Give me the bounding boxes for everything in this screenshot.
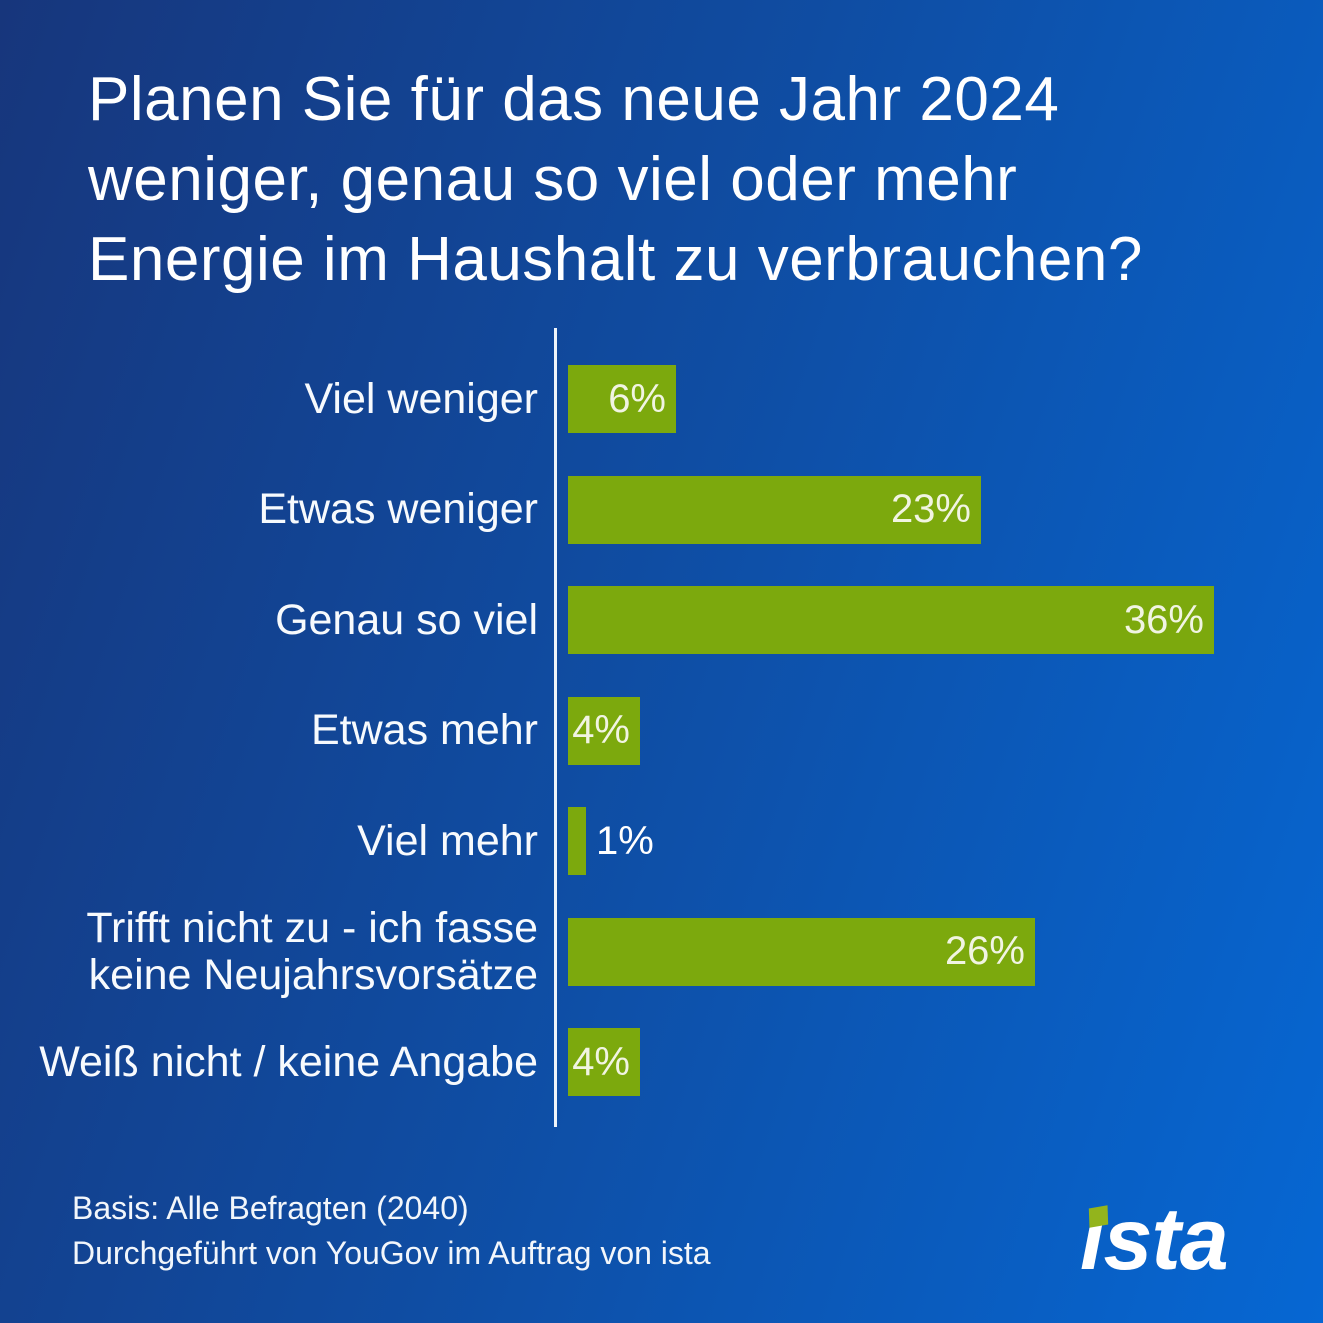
bar-track: 4% (568, 1028, 640, 1097)
value-label: 6% (608, 376, 666, 421)
ista-logo: ısta (1080, 1193, 1290, 1303)
value-label: 1% (596, 818, 654, 863)
value-label: 4% (572, 708, 630, 753)
chart-rows: Viel weniger 6% Etwas weniger 23% Genau so v… (0, 344, 1323, 1118)
chart-row: Etwas mehr 4% (0, 676, 1323, 787)
bar-track: 6% (568, 365, 676, 434)
category-label: Genau so viel (275, 595, 538, 644)
value-label: 23% (890, 487, 971, 532)
bar-track: 4% (568, 696, 640, 765)
category-label: Viel weniger (304, 374, 538, 423)
bar: 4% (568, 696, 640, 765)
chart-row: Viel weniger 6% (0, 344, 1323, 455)
chart-row: Etwas weniger 23% (0, 455, 1323, 566)
category-label: Weiß nicht / keine Angabe (39, 1037, 538, 1086)
bar-track: 23% (568, 475, 981, 544)
bar-track: 26% (568, 917, 1035, 986)
category-label: Viel mehr (357, 816, 538, 865)
source-note: Basis: Alle Befragten (2040) Durchgeführ… (72, 1190, 711, 1271)
category-label: Etwas mehr (310, 706, 538, 755)
chart-row: Trifft nicht zu - ich fasse keine Neujah… (0, 897, 1323, 1008)
value-label: 4% (572, 1039, 630, 1084)
category-label: Trifft nicht zu - ich fasse keine Neujah… (86, 903, 538, 999)
ista-logo-text: ısta (1080, 1189, 1229, 1288)
value-label: 26% (944, 929, 1025, 974)
bar: 26% (568, 917, 1035, 986)
bar (568, 807, 586, 876)
bar: 4% (568, 1028, 640, 1097)
chart-row: Genau so viel 36% (0, 565, 1323, 676)
page-title: Planen Sie für das neue Jahr 2024 wenige… (88, 65, 1143, 294)
ista-logo-diamond-icon (1088, 1205, 1109, 1228)
bar-track: 1% (568, 807, 654, 876)
value-label: 36% (1123, 597, 1204, 642)
chart-row: Viel mehr 1% (0, 786, 1323, 897)
chart-row: Weiß nicht / keine Angabe 4% (0, 1007, 1323, 1118)
bar: 36% (568, 586, 1214, 655)
chart-axis-line (554, 328, 557, 1127)
bar: 23% (568, 475, 981, 544)
category-label: Etwas weniger (258, 485, 538, 534)
bar-track: 36% (568, 586, 1214, 655)
bar: 6% (568, 365, 676, 434)
